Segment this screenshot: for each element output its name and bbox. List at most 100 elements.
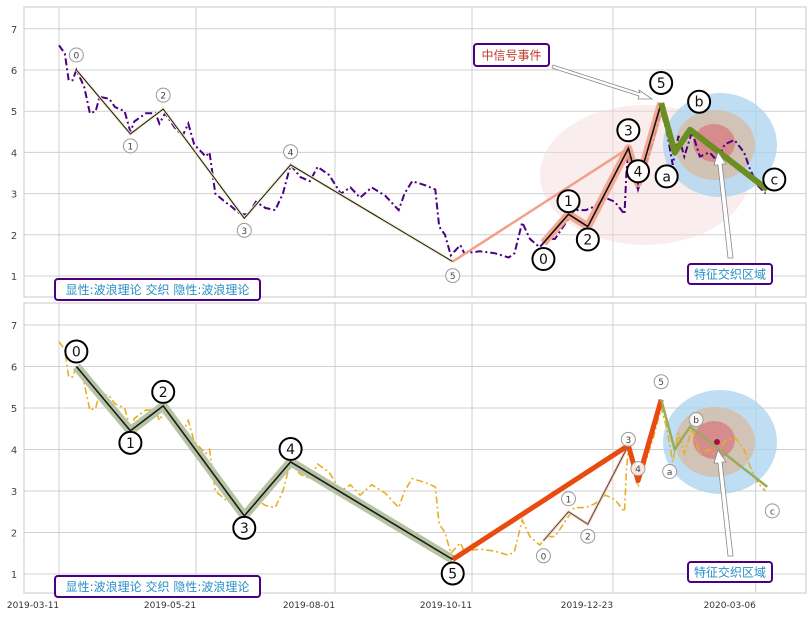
- wave-label-circle: [575, 227, 600, 252]
- wave-label-circle: [688, 412, 704, 428]
- wave-label-circle: [556, 189, 581, 214]
- y-tick-label: 5: [11, 107, 17, 118]
- y-tick-label: 7: [11, 25, 17, 36]
- x-tick-label: 2019-10-11: [420, 601, 472, 611]
- y-tick-label: 2: [11, 231, 17, 242]
- y-tick-label: 4: [11, 148, 17, 159]
- zone-arrow: [713, 449, 734, 557]
- x-tick-label: 2019-08-01: [283, 601, 335, 611]
- wave-label: 2: [160, 92, 166, 102]
- wave-label-circle: [626, 159, 650, 184]
- wave-label: 3: [625, 436, 631, 446]
- wave-label: 1: [566, 495, 572, 505]
- wave-label: 2: [583, 233, 592, 249]
- y-tick-label: 5: [11, 404, 17, 415]
- wave-label-circle: [440, 561, 465, 586]
- y-tick-label: 7: [11, 321, 17, 332]
- wave-label: 3: [240, 521, 249, 537]
- zone-label-box: [687, 561, 773, 583]
- wave-label-circle: [151, 379, 176, 404]
- zone-inner-ellipse: [693, 421, 735, 459]
- zone-label-box: [687, 263, 773, 285]
- wave-label: 5: [657, 76, 666, 92]
- wave-label-circle: [561, 491, 577, 507]
- wave-label: 1: [128, 142, 134, 152]
- wave-label: 5: [658, 378, 664, 388]
- wave-label-circle: [630, 461, 646, 477]
- y-tick-label: 2: [11, 529, 17, 540]
- zone-center-dot: [714, 439, 720, 445]
- y-tick-label: 1: [11, 272, 17, 283]
- method-label-text: 显性:波浪理论 交织 隐性:波浪理论: [66, 282, 250, 297]
- y-tick-label: 4: [11, 446, 17, 457]
- wave-label: 3: [624, 123, 633, 139]
- zone-label-text: 特征交织区域: [694, 267, 766, 282]
- wave-label: c: [770, 172, 778, 188]
- wave-label-circle: [649, 70, 674, 95]
- wave-label: 0: [72, 345, 81, 361]
- x-tick-label: 2020-03-06: [704, 601, 757, 611]
- wave-label-circle: [580, 528, 596, 544]
- price-series-line: [58, 341, 766, 557]
- wave-label: c: [770, 507, 775, 517]
- signal-annotation-box: [473, 43, 550, 67]
- wave-label: 4: [635, 465, 641, 475]
- zone-label-text: 特征交织区域: [694, 565, 766, 580]
- panel-1: 1 2 3 4 5 6 7 0 1 2 3 4 5 0 1 2 3 4 5 a b c 特征交织区域 中信号事件显性:波浪理论…: [11, 6, 807, 301]
- wave-label-circle: [616, 118, 641, 143]
- wave-label: 3: [241, 227, 247, 237]
- zone-arrow: [713, 151, 734, 259]
- wave-label-circle: [535, 548, 551, 564]
- wave-label: 0: [74, 52, 80, 62]
- wave-label: 4: [286, 442, 295, 458]
- primary-wave-line: [76, 69, 453, 263]
- correction-wave-line: [659, 399, 769, 488]
- method-label-text: 显性:波浪理论 交织 隐性:波浪理论: [66, 579, 250, 594]
- wave-label-circle: [122, 138, 138, 154]
- wave-label-circle: [654, 164, 679, 189]
- wave-label: 1: [564, 194, 573, 210]
- wave-label-circle: [531, 247, 556, 272]
- wave-label: 5: [450, 272, 456, 282]
- wave-label-circle: [236, 222, 252, 238]
- y-tick-label: 3: [11, 190, 17, 201]
- method-label-box: [54, 575, 261, 598]
- wave-label: a: [667, 468, 673, 478]
- x-tick-label: 2019-05-21: [144, 601, 196, 611]
- wave-label-circle: [620, 431, 636, 447]
- wave-label: 1: [126, 436, 135, 452]
- wave-label-circle: [764, 503, 780, 519]
- y-tick-label: 1: [11, 570, 17, 581]
- wave-label: 2: [159, 385, 168, 401]
- correction-wave-line: [658, 102, 770, 192]
- method-label-box: [54, 278, 261, 301]
- wave-label-circle: [445, 268, 461, 284]
- signal-annotation-text: 中信号事件: [481, 48, 541, 63]
- wave-label-circle: [232, 515, 257, 540]
- wave-label-circle: [762, 167, 787, 192]
- wave-label-circle: [155, 87, 171, 103]
- wave-label: 4: [634, 164, 643, 180]
- wave-label: 0: [539, 252, 548, 268]
- signal-arrow: [551, 64, 654, 100]
- wave-label: 4: [288, 148, 294, 158]
- wave-label-circle: [278, 436, 303, 461]
- wave-label-circle: [64, 339, 89, 364]
- x-tick-label: 2019-12-23: [561, 601, 613, 611]
- wave-label-circle: [68, 47, 84, 63]
- wave-label: 2: [585, 533, 591, 543]
- wave-label: b: [695, 95, 704, 111]
- wave-label: a: [662, 169, 671, 185]
- wave-label-circle: [687, 89, 712, 114]
- wave-label: b: [693, 416, 699, 426]
- wave-label-circle: [653, 374, 669, 390]
- primary-wave-line: [75, 365, 454, 561]
- y-tick-label: 6: [11, 66, 17, 77]
- y-tick-label: 3: [11, 487, 17, 498]
- signal-trend-line: [452, 147, 630, 263]
- y-tick-label: 6: [11, 363, 17, 374]
- zone-inner-ellipse: [693, 124, 735, 162]
